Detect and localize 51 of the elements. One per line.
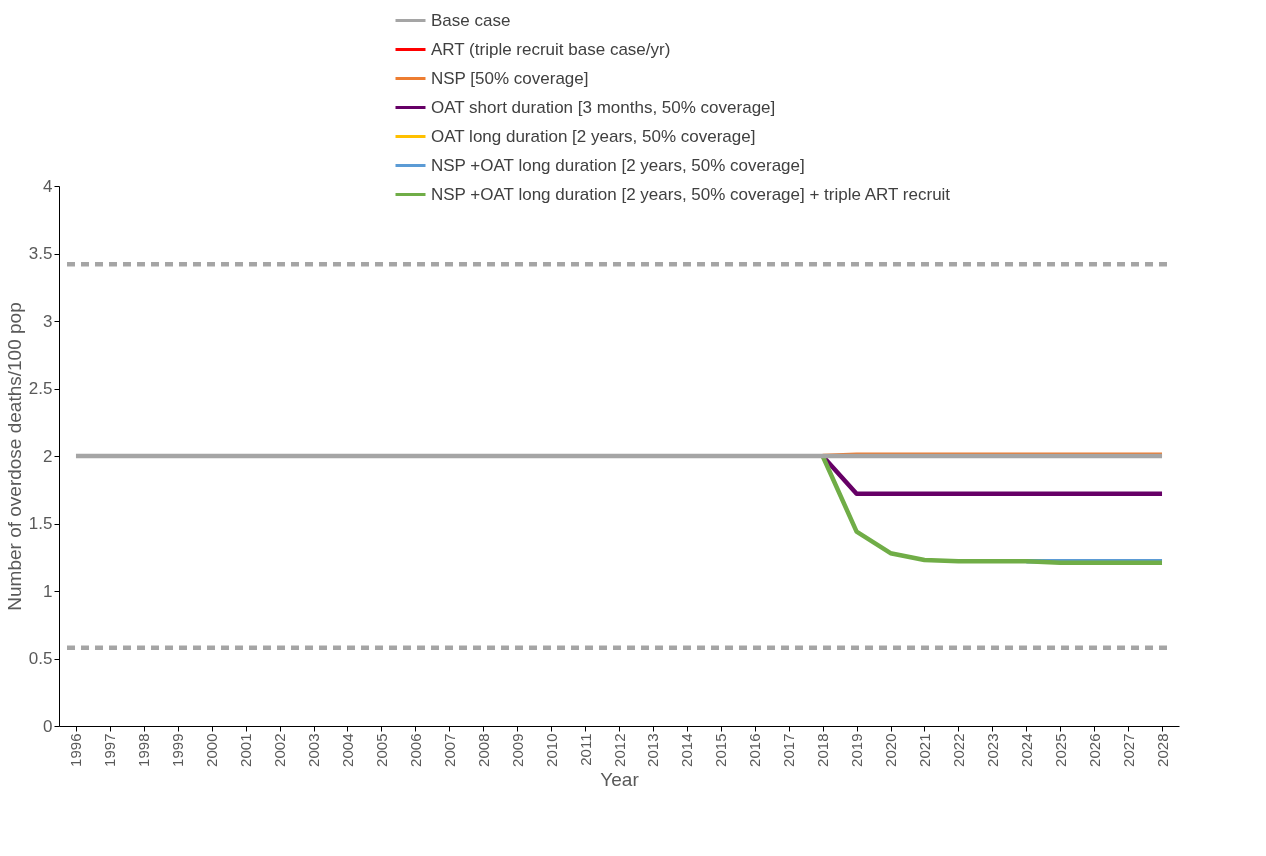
legend-label: OAT long duration [2 years, 50% coverage] [431,126,756,146]
x-tick-label: 2017 [780,733,798,767]
x-tick-label: 2007 [440,733,458,767]
x-axis-title: Year [600,768,640,790]
legend-label: NSP +OAT long duration [2 years, 50% coverage] [431,155,805,175]
x-tick-label: 2011 [576,733,594,766]
x-tick-label: 2001 [237,733,255,767]
x-tick-label: 2005 [372,733,390,767]
x-tick-label: 2025 [1051,733,1069,767]
x-tick-label: 2006 [406,733,424,767]
x-tick-label: 2003 [305,733,323,767]
y-tick-label: 3 [43,311,53,331]
x-tick-label: 2014 [678,733,696,767]
x-tick-label: 2021 [915,733,933,767]
x-tick-label: 2010 [542,733,560,767]
y-tick-label: 0 [43,716,53,736]
x-tick-label: 2016 [746,733,764,767]
legend-label: OAT short duration [3 months, 50% coverage] [431,97,776,117]
x-tick-label: 1996 [67,733,85,767]
x-tick-label: 1999 [169,733,187,767]
legend-label: NSP +OAT long duration [2 years, 50% coverage] + triple ART recruit [431,184,951,204]
x-tick-label: 2009 [508,733,526,767]
x-tick-label: 2023 [983,733,1001,767]
x-tick-label: 2002 [271,733,289,767]
y-axis-title: Number of overdose deaths/100 pop [3,302,25,611]
x-tick-label: 2015 [712,733,730,767]
x-tick-label: 2018 [814,733,832,767]
x-tick-label: 2026 [1085,733,1103,767]
x-tick-label: 2022 [949,733,967,767]
y-tick-label: 1.5 [28,514,53,533]
legend-label: NSP [50% coverage] [431,68,589,88]
y-tick-label: 3.5 [28,244,53,263]
x-tick-label: 2000 [203,733,221,767]
x-tick-label: 2027 [1119,733,1137,767]
x-tick-label: 1997 [101,733,119,767]
legend-label: Base case [431,10,511,30]
x-tick-label: 2004 [338,733,356,767]
y-tick-label: 4 [43,176,53,196]
x-tick-label: 2020 [882,733,900,767]
x-tick-label: 2013 [644,733,662,767]
x-tick-label: 1998 [135,733,153,767]
x-tick-label: 2019 [848,733,866,767]
x-tick-label: 2024 [1017,733,1035,767]
y-tick-label: 1 [43,581,53,601]
y-tick-label: 2 [43,446,53,466]
y-tick-label: 2.5 [28,379,53,398]
x-tick-label: 2012 [610,733,628,767]
y-tick-label: 0.5 [28,649,53,668]
x-tick-label: 2028 [1153,733,1171,767]
legend-label: ART (triple recruit base case/yr) [431,39,671,59]
x-tick-label: 2008 [474,733,492,767]
